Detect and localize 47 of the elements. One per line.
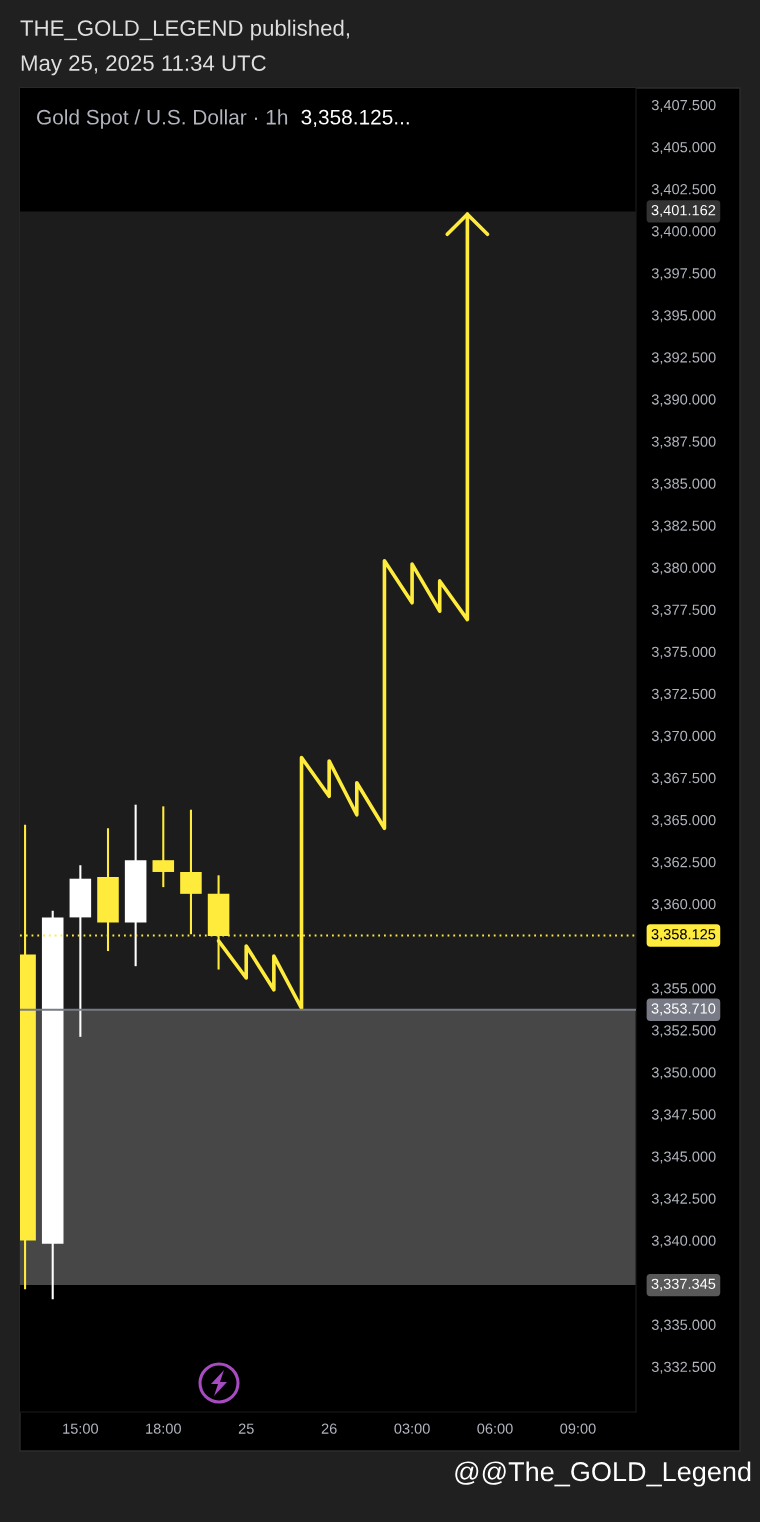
y-tick-label: 3,362.500 bbox=[651, 856, 716, 870]
y-tick-label: 3,360.000 bbox=[651, 899, 716, 912]
band-label: 3,337.345 bbox=[651, 1278, 716, 1291]
y-tick-label: 3,395.000 bbox=[651, 310, 716, 323]
y-tick-label: 3,382.500 bbox=[651, 520, 716, 533]
y-tick-label: 3,342.500 bbox=[651, 1193, 716, 1206]
y-tick-label: 3,340.000 bbox=[651, 1235, 716, 1248]
y-tick-label: 3,380.000 bbox=[651, 562, 716, 575]
x-tick-label: 26 bbox=[321, 1423, 337, 1434]
y-tick-label: 3,367.500 bbox=[651, 772, 716, 785]
y-tick-label: 3,365.000 bbox=[651, 814, 716, 827]
ref-line-label: 3,358.125 bbox=[651, 929, 716, 942]
y-tick-label: 3,335.000 bbox=[651, 1319, 716, 1332]
y-tick-label: 3,347.500 bbox=[651, 1109, 716, 1122]
x-tick-label: 06:00 bbox=[477, 1423, 513, 1434]
y-tick-label: 3,392.500 bbox=[651, 352, 716, 365]
x-tick-label: 09:00 bbox=[560, 1423, 596, 1434]
y-tick-label: 3,402.500 bbox=[651, 184, 716, 197]
y-tick-label: 3,350.000 bbox=[651, 1067, 716, 1080]
y-tick-label: 3,377.500 bbox=[651, 604, 716, 617]
y-tick-label: 3,372.500 bbox=[651, 688, 716, 701]
y-tick-label: 3,355.000 bbox=[651, 983, 716, 996]
y-tick-label: 3,407.500 bbox=[651, 99, 716, 112]
y-tick-label: 3,370.000 bbox=[651, 730, 716, 743]
candlestick bbox=[180, 808, 202, 936]
y-tick-label: 3,390.000 bbox=[651, 394, 716, 407]
text: THE_GOLD_LEGEND published, bbox=[20, 19, 350, 41]
text: Gold Spot / U.S. Dollar · 1h bbox=[37, 109, 288, 129]
text: @@The_GOLD_Legend bbox=[455, 1461, 751, 1487]
y-tick-label: 3,352.500 bbox=[651, 1025, 716, 1038]
y-tick-label: 3,345.000 bbox=[651, 1151, 716, 1164]
ref-line-label: 3,353.710 bbox=[651, 1003, 716, 1016]
text: May 25, 2025 11:34 UTC bbox=[21, 55, 266, 76]
y-tick-label: 3,387.500 bbox=[651, 436, 716, 449]
y-tick-label: 3,400.000 bbox=[651, 226, 716, 239]
y-tick-label: 3,375.000 bbox=[651, 646, 716, 659]
y-tick-label: 3,397.500 bbox=[651, 268, 716, 281]
text: 3,358.125... bbox=[301, 109, 409, 128]
x-tick-label: 15:00 bbox=[63, 1423, 99, 1434]
x-tick-label: 03:00 bbox=[394, 1423, 430, 1434]
x-tick-label: 25 bbox=[238, 1423, 254, 1434]
y-tick-label: 3,332.500 bbox=[651, 1361, 716, 1374]
candlestick bbox=[152, 805, 175, 889]
y-tick-label: 3,385.000 bbox=[651, 478, 716, 491]
x-tick-label: 18:00 bbox=[146, 1423, 181, 1434]
band-label: 3,401.162 bbox=[651, 205, 716, 218]
y-tick-label: 3,405.000 bbox=[651, 141, 716, 155]
